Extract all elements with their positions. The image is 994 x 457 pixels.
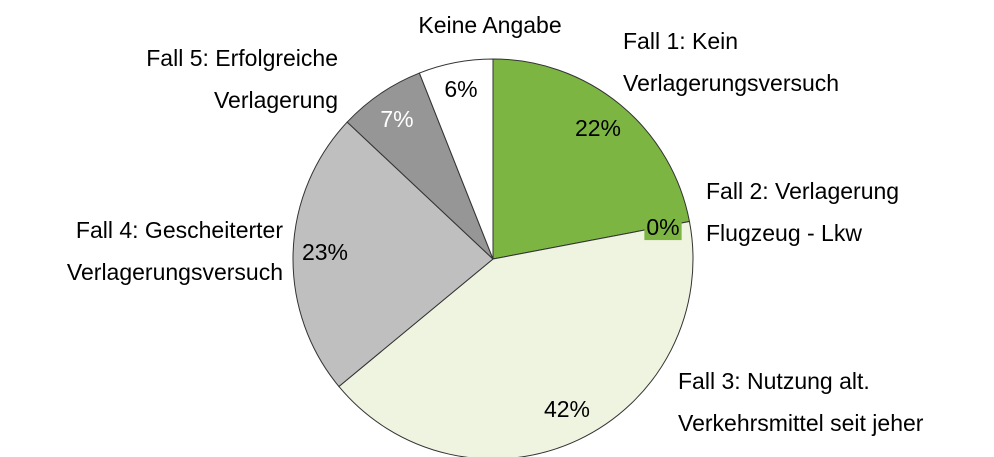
value-label: 22% (575, 115, 621, 141)
category-label: Fall 4: Gescheiterter Verlagerungsversuch (67, 217, 283, 285)
value-label: 23% (302, 239, 348, 265)
pie-slice (492, 58, 691, 260)
category-label: Fall 3: Nutzung alt. Verkehrsmittel seit … (678, 368, 924, 436)
category-label: Fall 5: Erfolgreiche Verlagerung (146, 45, 338, 113)
pie-slice (292, 121, 494, 388)
value-label: 6% (444, 76, 477, 102)
value-label: 0% (646, 214, 679, 240)
value-label-bg (644, 214, 682, 241)
category-label: Fall 1: Kein Verlagerungsversuch (623, 28, 839, 96)
value-label: 7% (380, 106, 413, 132)
value-label: 42% (544, 396, 590, 422)
pie-slice (338, 220, 694, 457)
category-label: Keine Angabe (418, 12, 561, 38)
category-label: Fall 2: Verlagerung Flugzeug - Lkw (706, 178, 899, 246)
pie-slice (418, 58, 494, 260)
